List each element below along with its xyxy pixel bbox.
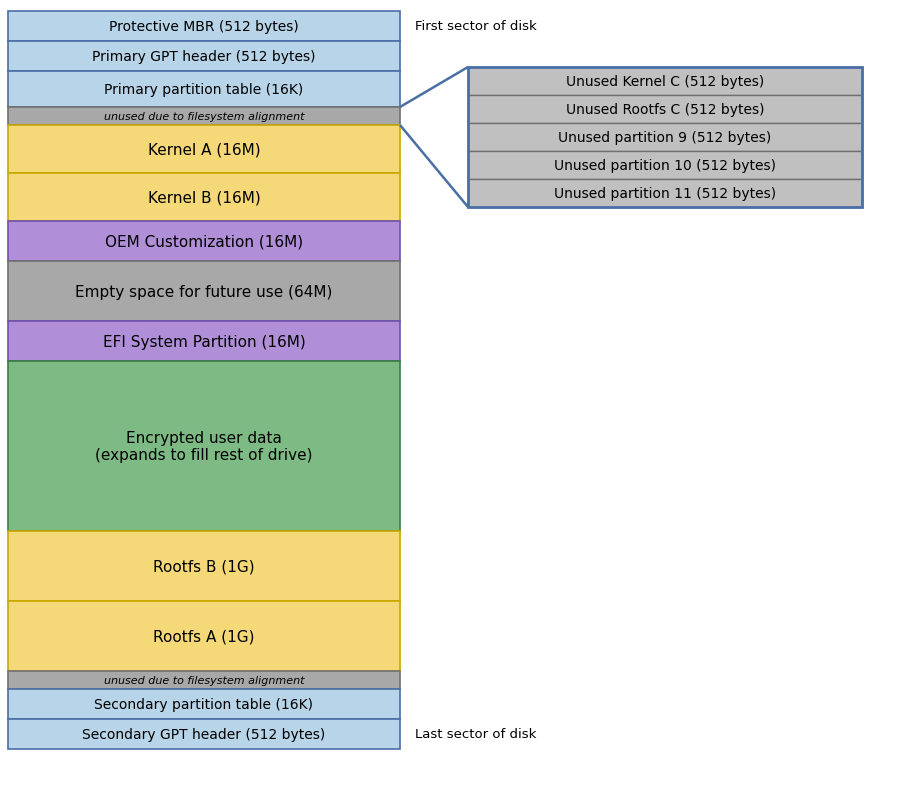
Text: Rootfs B (1G): Rootfs B (1G) xyxy=(154,559,255,573)
Bar xyxy=(8,261,400,322)
Bar xyxy=(8,719,400,749)
Bar xyxy=(468,68,862,208)
Text: unused due to filesystem alignment: unused due to filesystem alignment xyxy=(104,111,304,122)
Text: Kernel B (16M): Kernel B (16M) xyxy=(148,190,260,205)
Bar xyxy=(468,96,862,124)
Bar xyxy=(8,221,400,261)
Text: Secondary GPT header (512 bytes): Secondary GPT header (512 bytes) xyxy=(82,727,325,741)
Text: Unused Kernel C (512 bytes): Unused Kernel C (512 bytes) xyxy=(566,75,764,89)
Text: Unused partition 9 (512 bytes): Unused partition 9 (512 bytes) xyxy=(558,131,771,145)
Text: Last sector of disk: Last sector of disk xyxy=(415,727,537,740)
Bar xyxy=(8,12,400,42)
Bar xyxy=(8,689,400,719)
Text: EFI System Partition (16M): EFI System Partition (16M) xyxy=(102,334,305,349)
Text: OEM Customization (16M): OEM Customization (16M) xyxy=(105,234,303,249)
Text: First sector of disk: First sector of disk xyxy=(415,21,537,34)
Bar xyxy=(468,180,862,208)
Bar xyxy=(468,68,862,96)
Bar xyxy=(8,602,400,671)
Text: Secondary partition table (16K): Secondary partition table (16K) xyxy=(94,697,314,711)
Bar xyxy=(8,671,400,689)
Bar xyxy=(8,42,400,72)
Bar xyxy=(468,124,862,152)
Bar xyxy=(8,174,400,221)
Bar xyxy=(8,362,400,532)
Bar xyxy=(8,72,400,107)
Bar xyxy=(8,107,400,126)
Text: Protective MBR (512 bytes): Protective MBR (512 bytes) xyxy=(109,20,299,34)
Text: Rootfs A (1G): Rootfs A (1G) xyxy=(154,629,255,644)
Bar xyxy=(468,152,862,180)
Bar xyxy=(8,532,400,602)
Text: Kernel A (16M): Kernel A (16M) xyxy=(148,142,260,157)
Text: Encrypted user data
(expands to fill rest of drive): Encrypted user data (expands to fill res… xyxy=(95,430,313,463)
Text: Primary partition table (16K): Primary partition table (16K) xyxy=(104,83,303,97)
Bar xyxy=(8,126,400,174)
Text: unused due to filesystem alignment: unused due to filesystem alignment xyxy=(104,675,304,685)
Text: Primary GPT header (512 bytes): Primary GPT header (512 bytes) xyxy=(92,50,315,64)
Text: Empty space for future use (64M): Empty space for future use (64M) xyxy=(75,284,333,299)
Text: Unused partition 11 (512 bytes): Unused partition 11 (512 bytes) xyxy=(554,187,776,200)
Text: Unused Rootfs C (512 bytes): Unused Rootfs C (512 bytes) xyxy=(566,103,764,117)
Text: Unused partition 10 (512 bytes): Unused partition 10 (512 bytes) xyxy=(554,159,776,172)
Bar xyxy=(8,322,400,362)
